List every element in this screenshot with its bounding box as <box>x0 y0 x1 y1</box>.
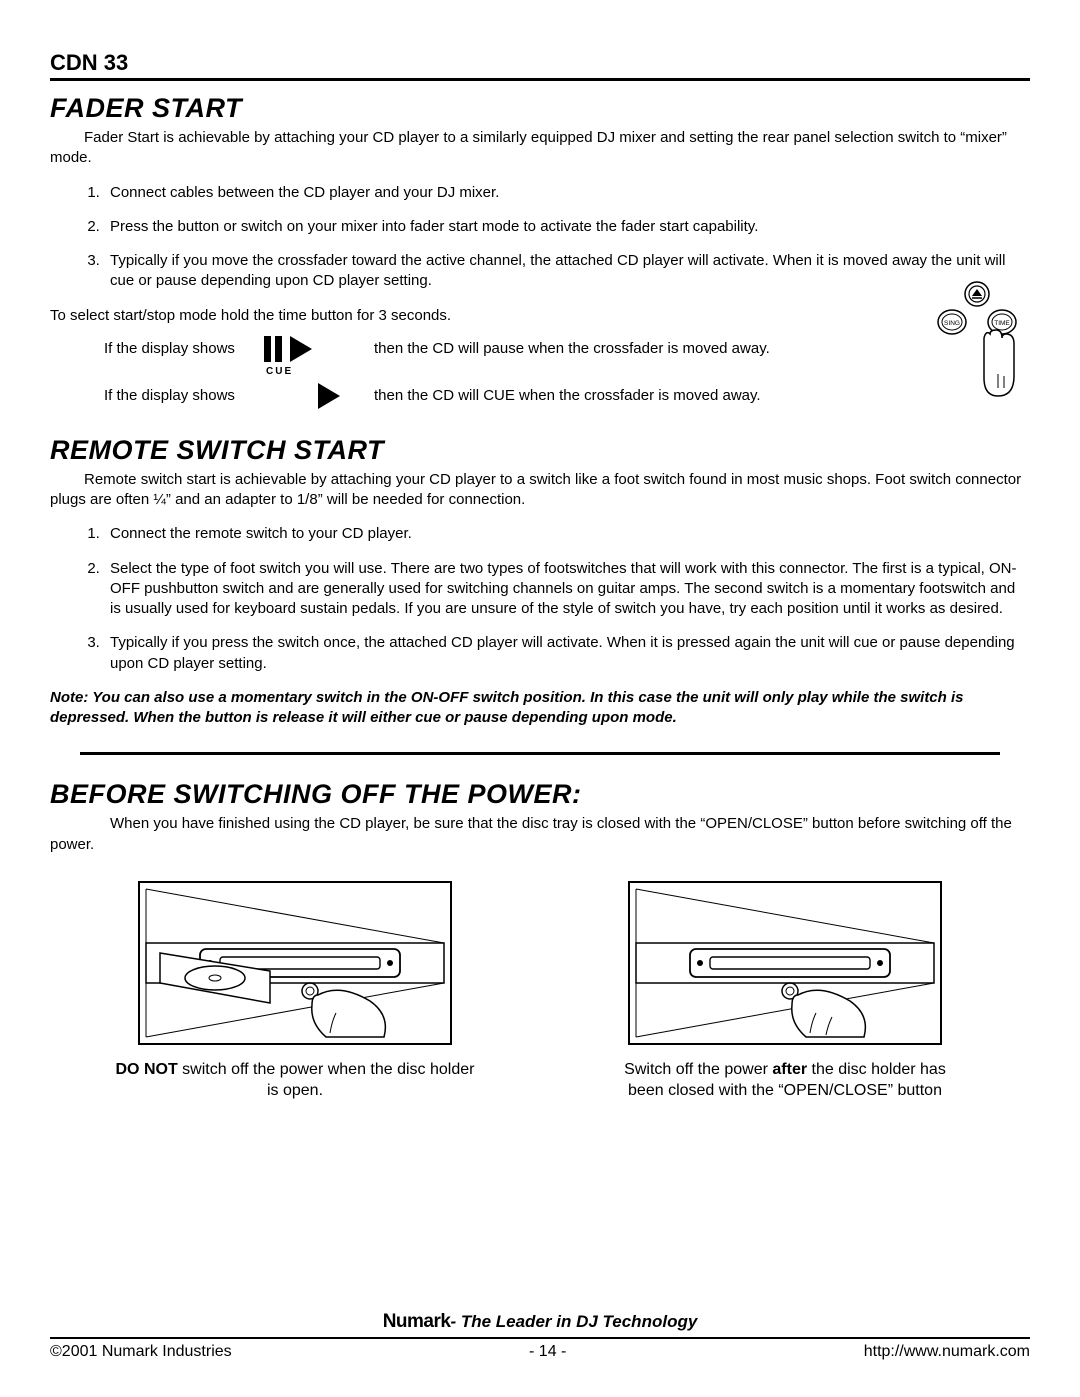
figure-closed-caption: Switch off the power after the disc hold… <box>605 1059 965 1102</box>
remote-step: Select the type of foot switch you will … <box>104 559 1030 620</box>
display-prefix: If the display shows <box>104 340 264 357</box>
fader-step: Press the button or switch on your mixer… <box>104 217 1030 237</box>
display-suffix: then the CD will CUE when the crossfader… <box>374 387 761 404</box>
figure-row: DO NOT switch off the power when the dis… <box>50 881 1030 1102</box>
fig2-a: Switch off the power <box>624 1061 772 1078</box>
footer-page: - 14 - <box>529 1343 566 1361</box>
footer-brand: Numark <box>383 1311 451 1332</box>
display-line-pause: If the display shows then the CD will pa… <box>104 336 1030 362</box>
figure-open: DO NOT switch off the power when the dis… <box>115 881 475 1102</box>
divider <box>80 752 1000 755</box>
power-heading: BEFORE SWITCHING OFF THE POWER: <box>50 779 1030 810</box>
play-icon <box>290 336 312 362</box>
remote-step: Typically if you press the switch once, … <box>104 633 1030 674</box>
display-prefix: If the display shows <box>104 387 264 404</box>
footer: Numark- The Leader in DJ Technology ©200… <box>50 1311 1030 1361</box>
display-suffix: then the CD will pause when the crossfad… <box>374 340 770 357</box>
footer-copyright: ©2001 Numark Industries <box>50 1343 232 1361</box>
footer-url: http://www.numark.com <box>864 1343 1030 1361</box>
play-icon <box>318 383 340 409</box>
fader-steps: Connect cables between the CD player and… <box>50 183 1030 292</box>
fig1-bold: DO NOT <box>116 1061 178 1078</box>
fader-heading: FADER START <box>50 93 1030 124</box>
figure-open-caption: DO NOT switch off the power when the dis… <box>115 1059 475 1102</box>
fig2-bold: after <box>772 1061 807 1078</box>
footer-tagline: Numark- The Leader in DJ Technology <box>50 1311 1030 1339</box>
remote-heading: REMOTE SWITCH START <box>50 435 1030 466</box>
doc-header: CDN 33 <box>50 50 1030 81</box>
cue-label: CUE <box>266 366 1030 377</box>
fader-intro: Fader Start is achievable by attaching y… <box>50 128 1030 169</box>
figure-closed-box <box>628 881 942 1045</box>
remote-note: Note: You can also use a momentary switc… <box>50 688 1030 729</box>
sing-label: SING <box>944 320 960 327</box>
fader-select-line: To select start/stop mode hold the time … <box>50 306 1030 326</box>
fig1-rest: switch off the power when the disc holde… <box>178 1061 475 1100</box>
button-diagram: SING TIME <box>932 280 1022 400</box>
power-intro: When you have finished using the CD play… <box>50 814 1030 855</box>
display-line-cue: If the display shows then the CD will CU… <box>104 383 1030 409</box>
figure-open-box <box>138 881 452 1045</box>
footer-tag: - The Leader in DJ Technology <box>450 1312 697 1331</box>
fader-step: Connect cables between the CD player and… <box>104 183 1030 203</box>
remote-intro: Remote switch start is achievable by att… <box>50 470 1030 511</box>
remote-steps: Connect the remote switch to your CD pla… <box>50 524 1030 674</box>
remote-step: Connect the remote switch to your CD pla… <box>104 524 1030 544</box>
fader-step: Typically if you move the crossfader tow… <box>104 251 1030 292</box>
figure-closed: Switch off the power after the disc hold… <box>605 881 965 1102</box>
pause-icon <box>264 336 282 362</box>
time-label: TIME <box>994 320 1010 327</box>
